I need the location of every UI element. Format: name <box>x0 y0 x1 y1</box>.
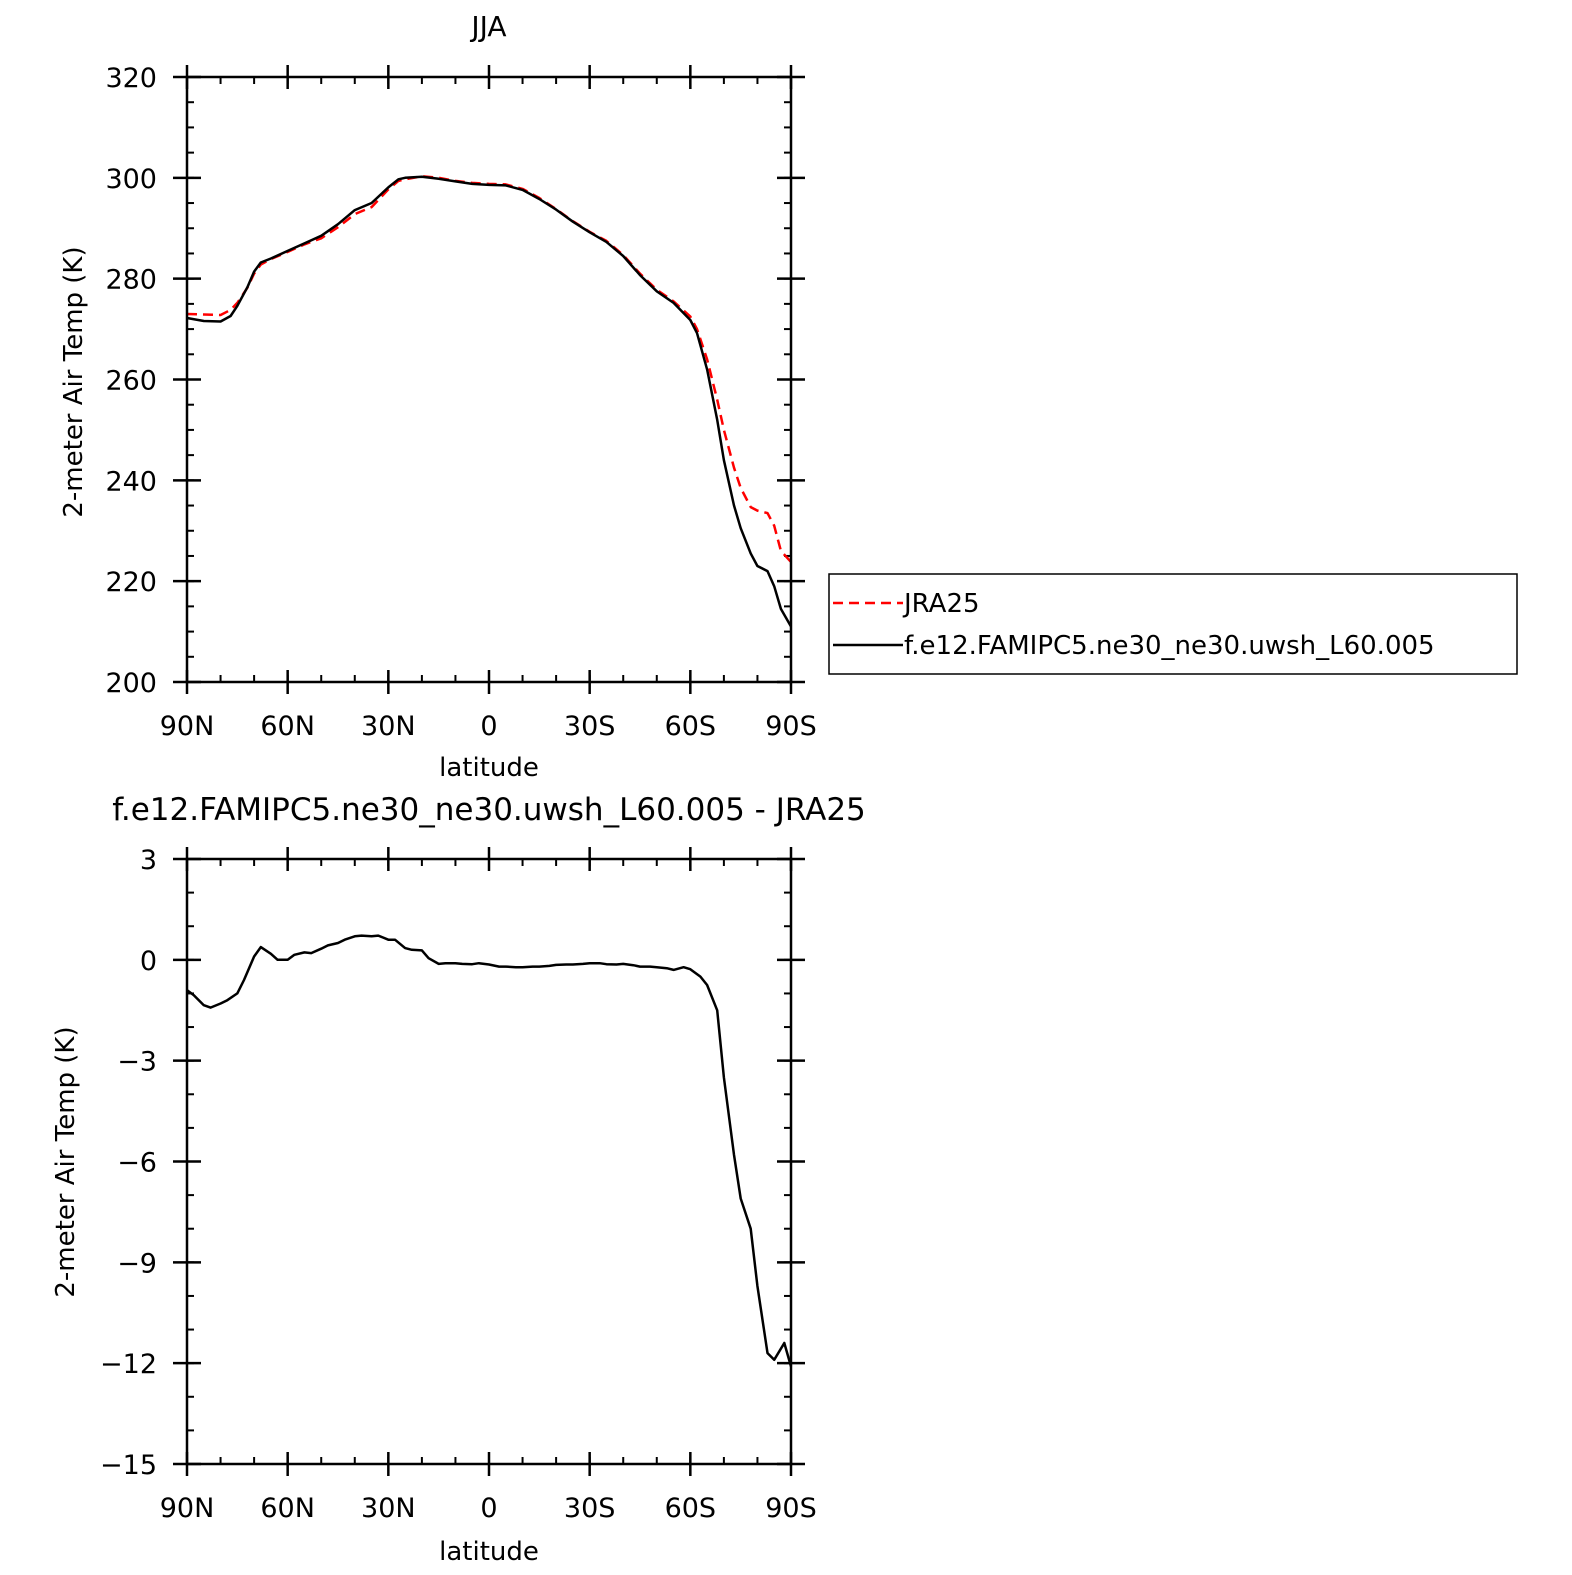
bottom-chart-plot-frame <box>185 857 793 1466</box>
x-tick-label: 90S <box>765 711 817 742</box>
legend-label-jra25: JRA25 <box>902 589 980 619</box>
top-chart-panel: JJA latitude 2-meter Air Temp (K) 90N 60N… <box>59 10 817 783</box>
y-tick-label: 200 <box>105 668 157 699</box>
x-tick-label: 30S <box>564 711 616 742</box>
bottom-chart-panel: f.e12.FAMIPC5.ne30_ne30.uwsh_L60.005 - J… <box>51 792 866 1567</box>
top-chart-tick-labels: 90N 60N 30N 0 30S 60S 90S 320 300 280 260 240 220 200 <box>105 63 816 742</box>
y-tick-label: 240 <box>105 466 157 497</box>
bottom-series-line-model <box>186 934 793 1367</box>
bottom-chart-title: f.e12.FAMIPC5.ne30_ne30.uwsh_L60.005 - J… <box>112 792 866 828</box>
top-series-line-model <box>186 175 793 628</box>
y-tick-label: 0 <box>140 946 157 977</box>
bottom-chart-ticks <box>173 847 805 1476</box>
y-tick-label: 280 <box>105 265 157 296</box>
y-tick-label: −15 <box>100 1450 157 1481</box>
y-tick-label: 300 <box>105 164 157 195</box>
top-chart-title: JJA <box>469 10 506 43</box>
bottom-chart-tick-labels: 90N 60N 30N 0 30S 60S 90S 3 0 −3 −6 −9 −12 −15 <box>100 845 817 1524</box>
y-tick-label: 220 <box>105 567 157 598</box>
bottom-chart-y-label: 2-meter Air Temp (K) <box>51 1026 81 1297</box>
x-tick-label: 90N <box>160 1493 215 1524</box>
x-tick-label: 90S <box>765 1493 817 1524</box>
x-tick-label: 60S <box>665 711 717 742</box>
y-tick-label: 3 <box>140 845 157 876</box>
x-tick-label: 30N <box>361 711 416 742</box>
y-tick-label: 320 <box>105 63 157 94</box>
y-tick-label: −3 <box>117 1047 157 1078</box>
top-chart-plot-frame <box>185 75 793 684</box>
x-tick-label: 30S <box>564 1493 616 1524</box>
y-tick-label: −12 <box>100 1349 157 1380</box>
bottom-chart-series <box>186 934 793 1367</box>
legend: JRA25 f.e12.FAMIPC5.ne30_ne30.uwsh_L60.0… <box>828 573 1518 675</box>
x-tick-label: 60N <box>260 1493 315 1524</box>
x-tick-label: 0 <box>480 711 497 742</box>
x-tick-label: 60N <box>260 711 315 742</box>
top-series-line-jra25 <box>186 175 792 563</box>
bottom-chart-x-label: latitude <box>439 1537 539 1567</box>
y-tick-label: −6 <box>117 1148 157 1179</box>
y-tick-label: 260 <box>105 366 157 397</box>
x-tick-label: 0 <box>480 1493 497 1524</box>
x-tick-label: 30N <box>361 1493 416 1524</box>
top-chart-series <box>186 175 793 628</box>
legend-box <box>828 573 1518 675</box>
top-chart-x-label: latitude <box>439 753 539 783</box>
y-tick-label: −9 <box>117 1248 157 1279</box>
x-tick-label: 90N <box>160 711 215 742</box>
x-tick-label: 60S <box>665 1493 717 1524</box>
top-chart-y-label: 2-meter Air Temp (K) <box>59 246 89 517</box>
legend-label-model: f.e12.FAMIPC5.ne30_ne30.uwsh_L60.005 <box>904 631 1435 661</box>
